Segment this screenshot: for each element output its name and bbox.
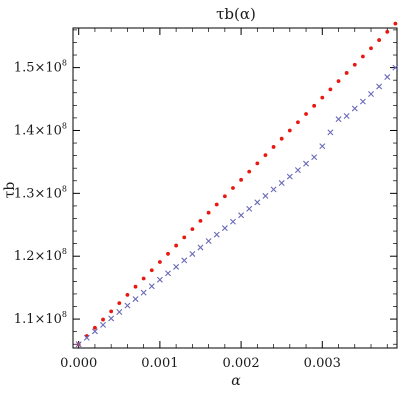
series-layer	[75, 21, 399, 348]
data-point	[352, 62, 357, 67]
data-point	[173, 263, 180, 270]
x-axis-label: α	[231, 373, 241, 389]
data-point	[221, 225, 228, 232]
series-1-cross-points	[75, 64, 399, 348]
data-point	[303, 160, 310, 167]
data-point	[262, 192, 269, 199]
data-point	[344, 71, 349, 75]
data-point	[368, 91, 375, 98]
data-point	[319, 143, 326, 150]
data-point	[328, 87, 333, 92]
data-point	[101, 317, 105, 322]
data-point	[254, 199, 261, 206]
x-tick-label: 0.002	[222, 356, 259, 371]
data-point	[271, 145, 276, 149]
data-point	[141, 276, 146, 281]
data-point	[156, 276, 163, 283]
data-point	[239, 177, 243, 182]
plot-frame	[72, 27, 398, 349]
data-point	[238, 212, 245, 219]
data-point	[270, 186, 277, 193]
data-point	[304, 112, 308, 116]
data-point	[263, 153, 268, 158]
data-point	[148, 283, 155, 290]
data-point	[255, 161, 260, 166]
data-point	[189, 250, 196, 257]
data-point	[197, 244, 204, 251]
data-point	[109, 309, 114, 314]
data-point	[247, 169, 252, 174]
data-point	[229, 218, 236, 225]
data-point	[100, 321, 107, 328]
y-tick-label: 1.1×108	[14, 310, 67, 327]
data-point	[132, 296, 139, 303]
data-point	[214, 202, 219, 207]
data-point	[182, 235, 187, 240]
data-point	[213, 231, 220, 238]
data-point	[320, 95, 325, 100]
data-point	[392, 64, 399, 71]
minor-ticks	[73, 28, 397, 348]
data-point	[124, 302, 131, 309]
data-point	[166, 251, 170, 256]
data-point	[335, 116, 342, 123]
series-0-dot-points	[76, 21, 398, 347]
data-point	[296, 120, 300, 125]
data-point	[360, 54, 365, 59]
chart-title: τb(α)	[216, 5, 256, 23]
data-point	[279, 136, 284, 141]
data-point	[359, 98, 366, 105]
y-tick-label: 1.5×108	[14, 59, 67, 76]
data-point	[75, 341, 82, 348]
data-point	[206, 210, 211, 215]
data-point	[125, 292, 130, 297]
data-point	[149, 268, 154, 273]
data-point	[116, 308, 123, 315]
x-tick-label: 0.000	[60, 356, 97, 371]
data-point	[311, 154, 318, 161]
data-point	[140, 289, 147, 296]
data-point	[393, 21, 398, 26]
y-tick-label: 1.3×108	[14, 184, 67, 201]
y-axis-label: τb	[2, 182, 18, 199]
y-axis-ticks: 1.1×108 1.2×108 1.3×108 1.4×108 1.5×108	[14, 59, 397, 327]
data-point	[198, 218, 203, 223]
data-point	[377, 38, 382, 42]
data-point	[205, 238, 212, 245]
data-point	[327, 129, 334, 136]
data-point	[83, 334, 90, 341]
data-point	[376, 83, 383, 90]
x-tick-label: 0.001	[141, 356, 178, 371]
data-point	[294, 167, 301, 174]
y-tick-label: 1.4×108	[14, 121, 67, 138]
data-point	[157, 260, 162, 264]
data-point	[312, 103, 317, 108]
data-point	[246, 205, 253, 212]
data-point	[91, 328, 98, 335]
data-point	[385, 29, 390, 34]
data-point	[343, 113, 350, 120]
data-point	[181, 257, 188, 264]
data-point	[93, 325, 97, 330]
data-point	[369, 46, 373, 51]
data-point	[174, 243, 179, 248]
data-point	[278, 180, 285, 187]
data-point	[384, 74, 391, 81]
data-point	[165, 270, 171, 277]
data-point	[222, 194, 227, 199]
data-point	[336, 79, 341, 84]
data-point	[108, 315, 115, 322]
y-tick-label: 1.2×108	[14, 247, 67, 264]
data-point	[117, 301, 122, 306]
data-point	[287, 128, 292, 133]
data-point	[351, 105, 358, 112]
x-tick-label: 0.003	[304, 356, 341, 371]
data-point	[286, 173, 293, 180]
data-point	[231, 186, 235, 190]
data-point	[190, 227, 195, 232]
data-point	[133, 284, 138, 289]
